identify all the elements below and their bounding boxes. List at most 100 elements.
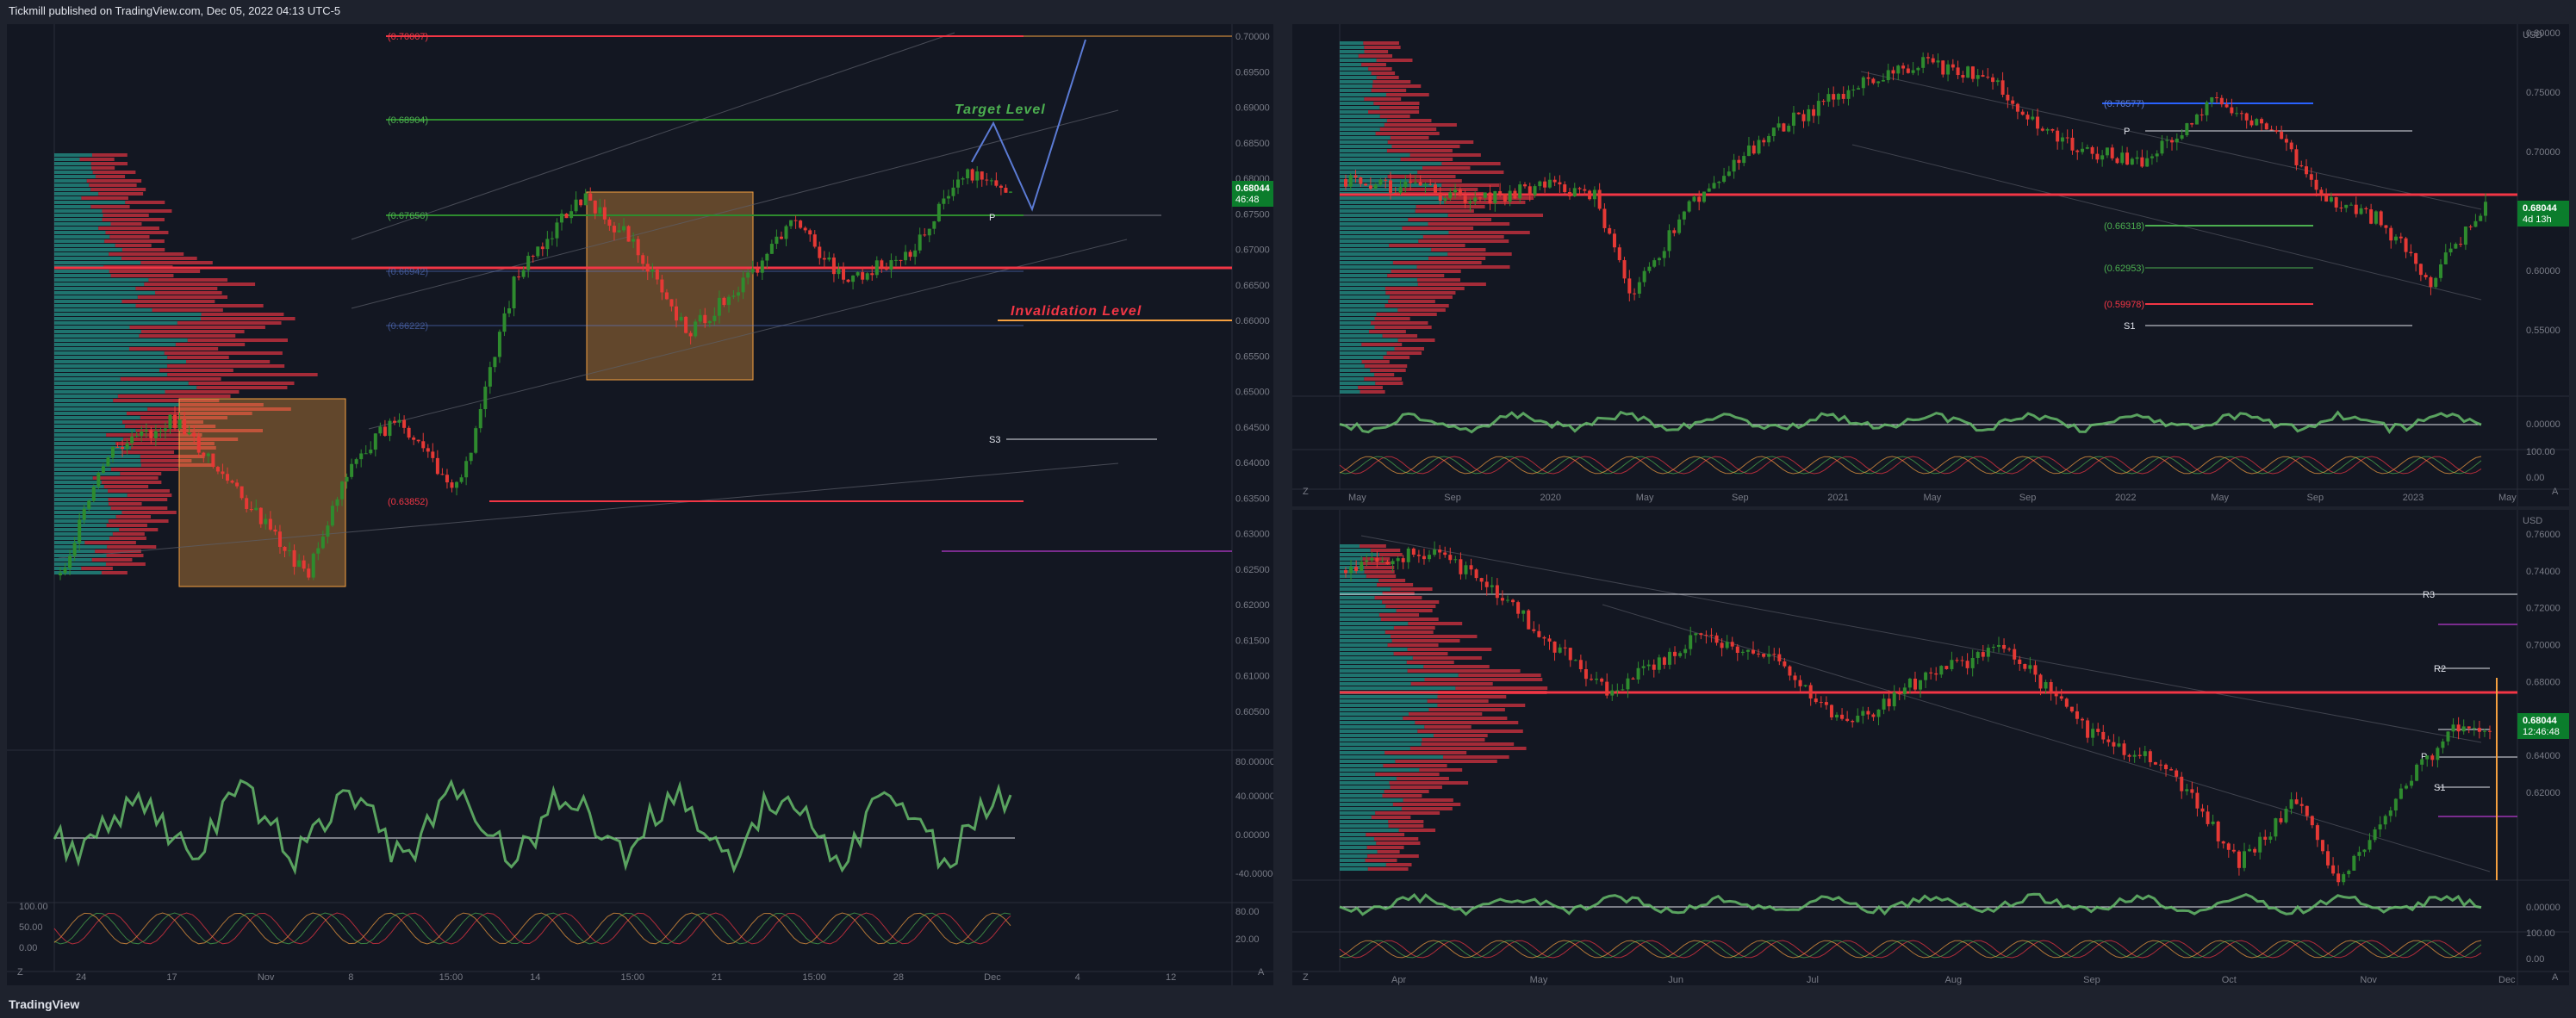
time-label: May: [1348, 493, 1366, 503]
time-label: May: [2498, 493, 2517, 503]
time-axis: May Sep 2020 May Sep 2021 May Sep 2022 May Sep 2023…: [1348, 493, 2517, 503]
right-top-chart-panel[interactable]: (0.76577) P (0.66318) (0.62953) (0.59978…: [1292, 24, 2569, 506]
price-badge-time: 46:48: [1235, 195, 1260, 205]
corner-a[interactable]: A: [2552, 972, 2559, 983]
axis-label: 0.76000: [2526, 530, 2560, 540]
axis-label: 0.63000: [1235, 530, 1270, 540]
osc-axis-label: 100.00: [2526, 447, 2555, 457]
time-label: 2022: [2115, 493, 2136, 503]
time-label: Apr: [1391, 975, 1406, 985]
time-label: 2020: [1540, 493, 1561, 503]
currency-label: USD: [2523, 516, 2542, 526]
rb-level-s1: S1: [2434, 783, 2445, 793]
axis-label: 0.65000: [1235, 388, 1270, 398]
osc-axis-label: -40.00000: [1235, 869, 1273, 879]
osc-axis-label: 0.00: [2526, 954, 2544, 965]
price-badge-time: 4d 13h: [2523, 214, 2552, 225]
corner-a[interactable]: A: [1258, 967, 1265, 978]
level-label-4: (0.66942): [388, 267, 428, 277]
rb-level-p: P: [2421, 752, 2427, 762]
tradingview-logo[interactable]: TradingView: [9, 997, 80, 1011]
right-bottom-chart-svg[interactable]: R3 R2 P S1 USD 0.76000 0.74000 0.72000 0.70…: [1292, 510, 2569, 985]
osc-axis-label: 80.00000: [1235, 757, 1273, 767]
time-label: May: [1636, 493, 1654, 503]
oscillator-line: [1339, 410, 2482, 435]
publisher-text: Tickmill published on TradingView.com, D…: [9, 4, 341, 17]
price-badge-value: 0.68044: [2523, 203, 2558, 214]
osc-axis-label: 100.00: [19, 902, 48, 912]
rt-level-s1: S1: [2124, 321, 2135, 332]
time-label: May: [2211, 493, 2229, 503]
osc-axis-label: 0.00000: [2526, 419, 2560, 430]
price-axis: 0.800000.750000.700000.650000.600000.550…: [2526, 28, 2560, 336]
stochastic-lines: [1339, 456, 2482, 475]
axis-label: 0.65500: [1235, 351, 1270, 362]
axis-label: 0.61000: [1235, 672, 1270, 682]
axis-label: 0.68500: [1235, 139, 1270, 149]
time-label: 24: [76, 972, 86, 983]
rb-level-r2: R2: [2434, 664, 2446, 674]
corner-z[interactable]: Z: [1303, 487, 1309, 497]
price-badge: [2517, 201, 2569, 227]
price-badge: [1232, 181, 1273, 207]
time-label: 2021: [1827, 493, 1848, 503]
time-label: Jun: [1668, 975, 1683, 985]
axis-label: 0.61500: [1235, 636, 1270, 646]
price-axis: 0.700000.695000.690000.685000.680000.675…: [1235, 32, 1270, 717]
time-label: Sep: [2083, 975, 2100, 985]
price-badge-value: 0.68044: [2523, 716, 2558, 726]
axis-label: 0.70000: [2526, 147, 2560, 158]
rt-level-4: (0.59978): [2104, 300, 2144, 310]
corner-z[interactable]: Z: [17, 967, 23, 978]
corner-a[interactable]: A: [2552, 487, 2559, 497]
axis-label: 0.60500: [1235, 707, 1270, 717]
time-label: Dec: [2498, 975, 2516, 985]
axis-label: 0.66500: [1235, 281, 1270, 291]
osc-axis-label: 0.00000: [1235, 830, 1270, 841]
time-label: Nov: [2360, 975, 2377, 985]
axis-label: 0.60000: [2526, 266, 2560, 276]
axis-label: 0.72000: [2526, 604, 2560, 614]
left-chart-panel[interactable]: (0.70007) (0.68904) (0.67656) (0.66942) …: [7, 24, 1273, 985]
volume-profile: [1340, 41, 1544, 394]
candlesticks: [1344, 52, 2487, 301]
right-top-chart-svg[interactable]: (0.76577) P (0.66318) (0.62953) (0.59978…: [1292, 24, 2569, 506]
time-label: 15:00: [802, 972, 826, 983]
price-axis: 0.760000.740000.720000.700000.680000.660…: [2526, 530, 2560, 798]
rt-level-p: P: [2124, 127, 2130, 137]
left-chart-svg[interactable]: (0.70007) (0.68904) (0.67656) (0.66942) …: [7, 24, 1273, 985]
time-label: 21: [712, 972, 722, 983]
axis-label: 0.64000: [2526, 751, 2560, 761]
time-label: Jul: [1807, 975, 1819, 985]
rt-level-1: (0.76577): [2104, 99, 2144, 109]
time-label: Sep: [1444, 493, 1461, 503]
time-label: 17: [166, 972, 177, 983]
time-label: May: [1924, 493, 1942, 503]
candlesticks: [59, 165, 1012, 580]
level-label-3: (0.67656): [388, 211, 428, 221]
time-label: Sep: [1732, 493, 1749, 503]
corner-z[interactable]: Z: [1303, 972, 1309, 983]
time-label: Oct: [2222, 975, 2237, 985]
rt-level-2: (0.66318): [2104, 221, 2144, 232]
invalidation-level-annotation: Invalidation Level: [1011, 304, 1142, 319]
price-badge-value: 0.68044: [1235, 183, 1271, 194]
time-label: 15:00: [621, 972, 645, 983]
target-level-annotation: Target Level: [955, 102, 1046, 117]
level-label-5: (0.66222): [388, 321, 428, 332]
axis-label: 0.68000: [2526, 677, 2560, 687]
stochastic-lines: [53, 912, 1011, 945]
footer-bar: TradingView: [0, 990, 2576, 1018]
time-label: Dec: [984, 972, 1001, 983]
price-badge: [2517, 713, 2569, 739]
osc-axis-label: 80.00: [1235, 907, 1260, 917]
osc-axis: 0.00000 100.00 0.00: [2526, 903, 2560, 965]
axis-label: 0.75000: [2526, 88, 2560, 98]
publisher-bar: Tickmill published on TradingView.com, D…: [0, 0, 2576, 22]
rt-level-3: (0.62953): [2104, 264, 2144, 274]
right-bottom-chart-panel[interactable]: R3 R2 P S1 USD 0.76000 0.74000 0.72000 0.70…: [1292, 510, 2569, 985]
stochastic-lines: [1339, 940, 2482, 959]
price-badge-time: 12:46:48: [2523, 727, 2560, 737]
time-label: 14: [530, 972, 540, 983]
axis-label: 0.55000: [2526, 326, 2560, 336]
